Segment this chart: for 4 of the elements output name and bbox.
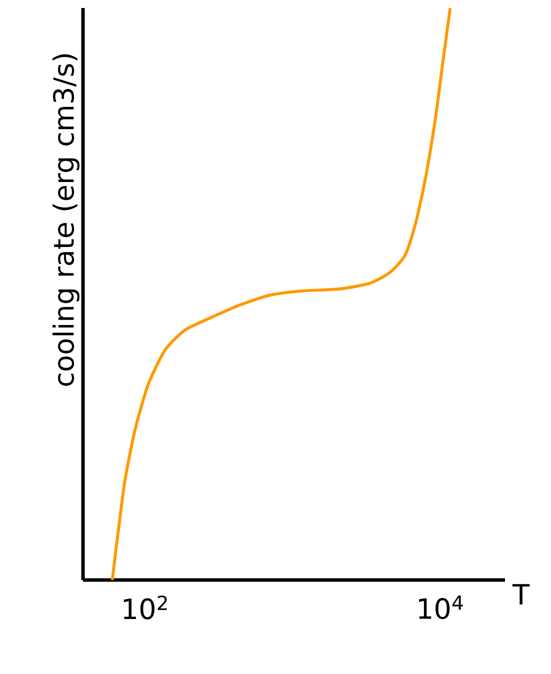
y-axis-title: cooling rate (erg cm3/s) bbox=[52, 54, 80, 386]
x-axis-title: T bbox=[512, 584, 530, 604]
x-tick-label: 10$^{4}$ bbox=[419, 596, 463, 620]
x-tick-label: 10$^{2}$ bbox=[124, 596, 167, 620]
